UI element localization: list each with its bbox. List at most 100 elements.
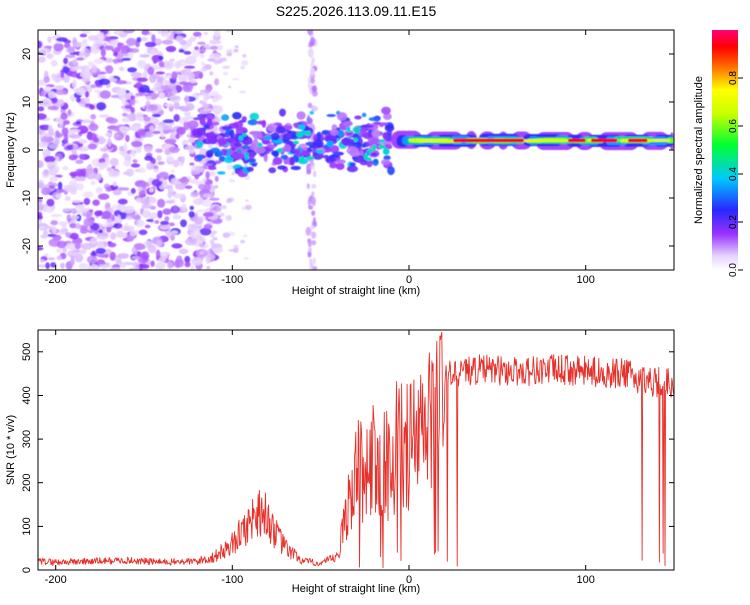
noise-blob — [104, 45, 114, 50]
noise-blob — [147, 104, 158, 111]
stripe-blob — [311, 210, 316, 216]
colorbar-tick-label: 0.0 — [728, 263, 739, 277]
signal-blob — [235, 126, 247, 132]
signal-blob — [232, 112, 242, 120]
noise-blob — [171, 71, 178, 80]
noise-blob — [109, 158, 119, 167]
noise-blob — [98, 229, 103, 234]
signal-blob — [196, 130, 202, 136]
noise-blob — [105, 65, 114, 74]
noise-blob — [98, 264, 110, 268]
noise-speck — [200, 66, 208, 72]
signal-blob — [218, 156, 226, 162]
noise-blob — [38, 264, 48, 268]
noise-blob — [144, 155, 154, 161]
noise-speck — [240, 239, 246, 244]
noise-blob — [183, 118, 189, 123]
noise-speck — [207, 108, 214, 111]
stripe-blob — [311, 196, 316, 207]
noise-blob — [174, 183, 187, 190]
noise-blob — [106, 225, 112, 233]
top-x-axis-label: Height of straight line (km) — [292, 285, 420, 297]
noise-speck — [226, 52, 233, 57]
hot-spot — [242, 133, 247, 137]
noise-blob — [69, 134, 81, 139]
noise-blob — [57, 181, 63, 190]
noise-blob — [138, 264, 150, 269]
stripe-blob — [309, 37, 316, 46]
noise-blob — [169, 134, 177, 141]
noise-blob — [51, 73, 57, 79]
noise-blob — [130, 163, 141, 168]
signal-blob — [341, 137, 353, 145]
noise-blob — [173, 101, 180, 110]
noise-blob — [200, 53, 205, 59]
noise-blob — [205, 171, 210, 180]
noise-blob — [194, 165, 205, 173]
noise-blob — [138, 229, 148, 236]
noise-blob — [114, 30, 122, 35]
y-tick-label: -10 — [21, 190, 33, 206]
noise-blob — [157, 198, 166, 208]
signal-blob — [379, 122, 389, 126]
noise-speck — [206, 266, 211, 270]
noise-blob — [169, 58, 175, 62]
noise-blob — [171, 243, 183, 249]
noise-blob — [76, 183, 84, 191]
noise-blob — [158, 92, 166, 100]
noise-blob — [113, 59, 118, 65]
signal-blob — [234, 142, 243, 147]
signal-blob — [372, 159, 379, 166]
noise-blob — [48, 185, 56, 189]
noise-blob — [38, 215, 43, 220]
noise-blob — [165, 200, 175, 204]
noise-blob — [99, 90, 111, 99]
noise-blob — [62, 120, 70, 125]
noise-blob — [79, 227, 89, 234]
signal-blob — [246, 158, 257, 163]
noise-blob — [96, 32, 105, 41]
noise-blob — [60, 113, 68, 120]
noise-speck — [199, 251, 204, 255]
noise-blob — [108, 264, 113, 268]
noise-blob — [158, 61, 165, 68]
noise-blob — [210, 172, 216, 177]
noise-blob — [69, 232, 79, 240]
noise-blob — [157, 76, 164, 82]
noise-blob — [129, 97, 136, 106]
signal-blob — [251, 163, 257, 167]
x-tick-label: 100 — [577, 574, 595, 586]
signal-blob — [312, 139, 324, 149]
hot-spot — [347, 129, 351, 133]
noise-blob — [54, 174, 63, 178]
x-tick-label: 100 — [577, 274, 595, 286]
signal-blob — [229, 129, 235, 138]
noise-blob — [125, 168, 134, 177]
noise-blob — [172, 159, 180, 168]
noise-speck — [232, 244, 240, 248]
noise-blob — [51, 77, 63, 82]
hot-spot — [238, 135, 244, 141]
colorbar-ticks: 0.0 0.2 0.4 0.6 0.8 — [728, 71, 743, 277]
noise-blob — [78, 262, 88, 270]
noise-blob — [163, 80, 169, 85]
noise-blob — [151, 34, 156, 43]
noise-blob — [184, 144, 195, 151]
noise-blob — [106, 218, 113, 225]
noise-blob — [184, 65, 196, 69]
noise-blob — [123, 142, 128, 152]
noise-blob — [95, 187, 103, 194]
noise-blob — [46, 53, 54, 59]
noise-blob — [202, 193, 214, 198]
noise-blob — [98, 114, 110, 118]
stripe-blob — [307, 30, 314, 36]
noise-blob — [191, 49, 200, 58]
noise-blob — [162, 208, 172, 215]
colorbar-tick-label: 0.4 — [728, 167, 739, 181]
noise-blob — [143, 145, 153, 153]
noise-blob — [131, 123, 141, 132]
noise-blob — [117, 203, 126, 212]
noise-blob — [46, 198, 55, 207]
signal-blob — [383, 155, 391, 160]
noise-blob — [47, 36, 52, 43]
